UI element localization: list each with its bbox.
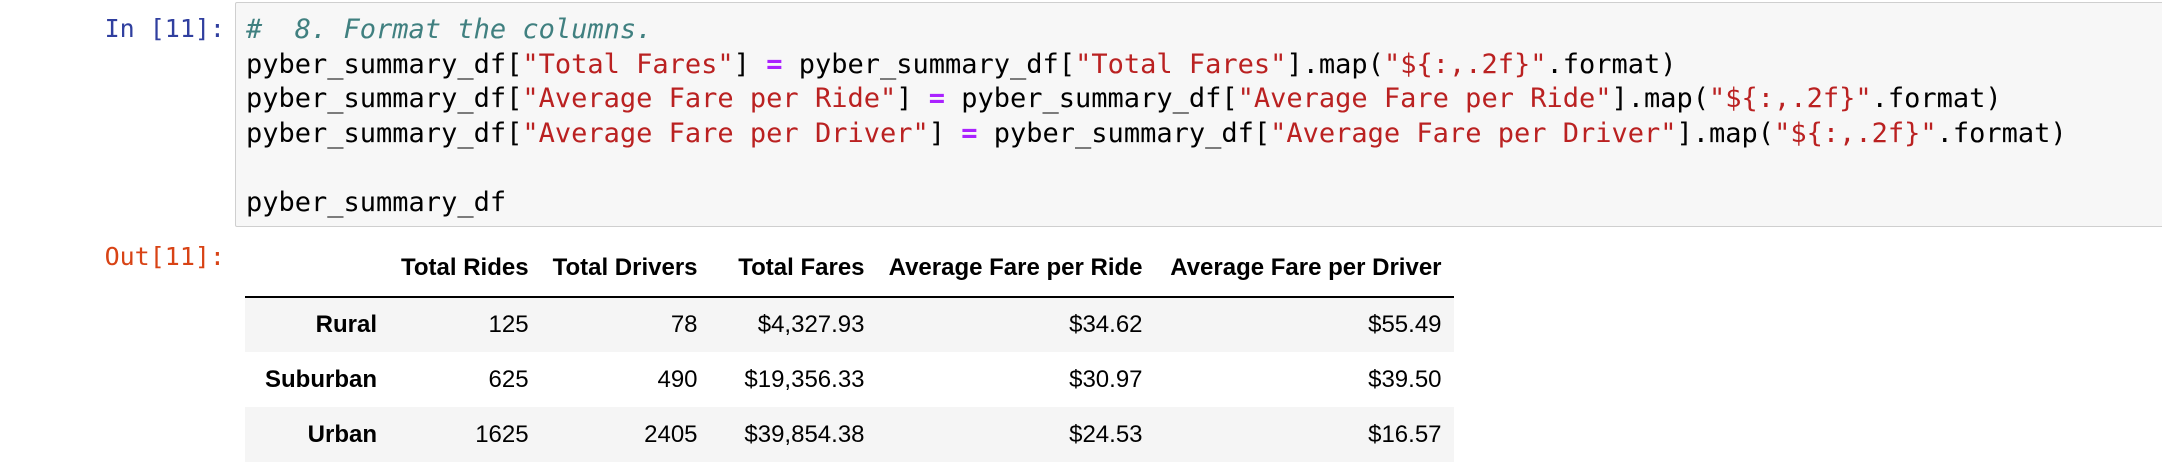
table-row: Urban 1625 2405 $39,854.38 $24.53 $16.57 — [245, 407, 1454, 462]
table-cell: $19,356.33 — [744, 365, 865, 393]
table-cell: $4,327.93 — [757, 311, 865, 338]
table-cell: $30.97 — [1069, 365, 1143, 393]
table-cell: $55.49 — [1368, 311, 1442, 338]
code-token: pyber_summary_df[ — [977, 117, 1271, 149]
code-line-blank — [246, 151, 2067, 186]
table-header-row: Total Rides Total Drivers Total Fares Av… — [245, 240, 1454, 298]
output-prompt: Out[11]: — [104, 242, 225, 271]
code-string: "Total Fares" — [522, 48, 734, 80]
code-token: pyber_summary_df[ — [246, 83, 523, 114]
column-header: Total Drivers — [540, 240, 710, 298]
table-cell: 625 — [488, 365, 529, 393]
column-header: Average Fare per Driver — [1154, 240, 1454, 298]
code-line-1: # 8. Format the columns. — [246, 13, 2067, 48]
code-token: pyber_summary_df[ — [782, 48, 1076, 80]
code-string: "${:,.2f}" — [1383, 48, 1547, 80]
table-cell: 125 — [488, 311, 529, 338]
code-line-6: pyber_summary_df — [246, 186, 2067, 221]
code-token: .format) — [1546, 48, 1677, 80]
table-cell: $24.53 — [1069, 420, 1143, 448]
code-token: pyber_summary_df[ — [246, 117, 523, 149]
code-line-2: pyber_summary_df["Total Fares"] = pyber_… — [246, 48, 2067, 83]
row-index: Rural — [315, 311, 377, 338]
table-cell: $39.50 — [1368, 365, 1442, 393]
table-cell: 2405 — [644, 420, 698, 448]
table-row: Rural 125 78 $4,327.93 $34.62 $55.49 — [245, 297, 1454, 352]
code-string: "Average Fare per Ride" — [522, 83, 897, 114]
row-index: Suburban — [265, 365, 377, 393]
code-token: ] — [928, 117, 962, 149]
code-token: .format) — [1871, 83, 2002, 114]
code-editor[interactable]: # 8. Format the columns. pyber_summary_df… — [235, 2, 2162, 227]
code-line-4: pyber_summary_df["Average Fare per Drive… — [246, 117, 2067, 152]
dataframe-table: Total Rides Total Drivers Total Fares Av… — [245, 240, 1454, 462]
code-token: pyber_summary_df[ — [945, 83, 1238, 114]
table-cell: 490 — [657, 365, 698, 393]
column-header: Total Rides — [389, 240, 541, 298]
code-operator: = — [928, 83, 945, 114]
code-text: # 8. Format the columns. pyber_summary_df… — [246, 13, 2067, 220]
table-row: Suburban 625 490 $19,356.33 $30.97 $39.5… — [245, 352, 1454, 407]
code-token: ].map( — [1611, 83, 1710, 114]
code-token: pyber_summary_df[ — [246, 48, 523, 80]
table-cell: $39,854.38 — [744, 420, 865, 448]
code-line-3: pyber_summary_df["Average Fare per Ride"… — [246, 82, 2067, 117]
code-token: ].map( — [1676, 117, 1775, 149]
code-operator: = — [766, 48, 783, 80]
row-index: Urban — [307, 420, 377, 448]
code-token: pyber_summary_df — [246, 186, 507, 218]
code-string: "Average Fare per Ride" — [1237, 83, 1612, 114]
table-cell: 1625 — [475, 420, 529, 448]
code-comment: # 8. Format the columns. — [246, 14, 653, 45]
column-header: Average Fare per Ride — [876, 240, 1155, 298]
code-string: "Total Fares" — [1075, 48, 1287, 80]
code-operator: = — [961, 117, 978, 149]
code-string: "${:,.2f}" — [1774, 117, 1937, 149]
code-token: ] — [733, 48, 767, 80]
table-cell: 78 — [670, 311, 698, 338]
code-token: .format) — [1936, 117, 2067, 149]
table-cell: $34.62 — [1069, 311, 1143, 338]
code-string: "Average Fare per Driver" — [522, 117, 929, 149]
code-token: ] — [896, 83, 929, 114]
input-prompt: In [11]: — [104, 14, 225, 43]
code-string: "Average Fare per Driver" — [1270, 117, 1677, 149]
column-header: Total Fares — [709, 240, 877, 298]
table-cell: $16.57 — [1368, 420, 1442, 448]
output-area: Total Rides Total Drivers Total Fares Av… — [245, 240, 1454, 462]
code-token: ].map( — [1286, 48, 1384, 80]
code-string: "${:,.2f}" — [1709, 83, 1872, 114]
index-header — [245, 240, 389, 298]
